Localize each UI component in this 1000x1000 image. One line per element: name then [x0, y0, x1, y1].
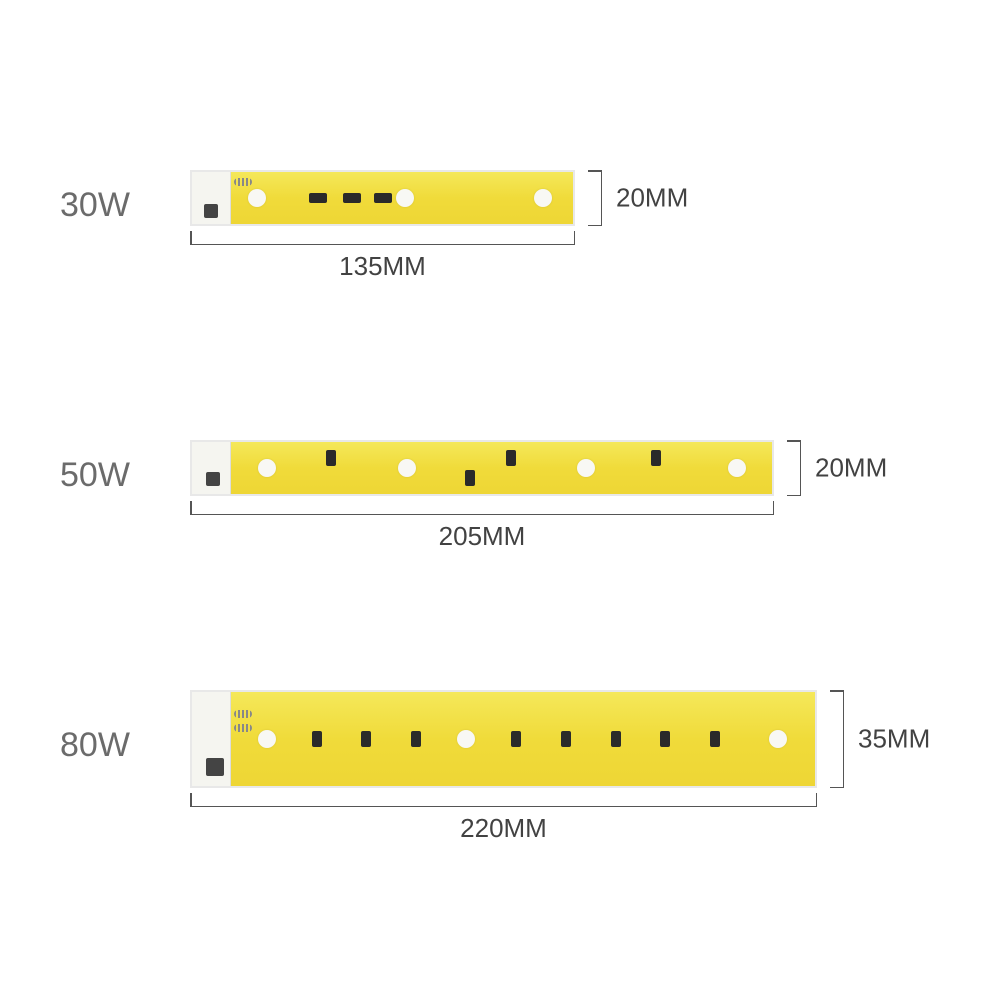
dimension-length-label: 205MM — [439, 521, 526, 552]
led-strip-80w — [190, 690, 817, 788]
dimension-length-50w: 205MM — [190, 514, 774, 515]
mount-hole — [577, 459, 595, 477]
dimension-length-30w: 135MM — [190, 244, 575, 245]
mount-hole — [396, 189, 414, 207]
mount-hole — [398, 459, 416, 477]
smd-chip-icon — [651, 450, 661, 466]
spring-icon — [234, 710, 252, 718]
strip-container-30w: 135MM 20MM — [190, 170, 575, 226]
mount-hole — [457, 730, 475, 748]
spring-icon — [234, 178, 252, 186]
smd-chip-icon — [361, 731, 371, 747]
mount-hole — [258, 459, 276, 477]
mount-hole — [728, 459, 746, 477]
smd-chip-icon — [343, 193, 361, 203]
smd-chip-icon — [710, 731, 720, 747]
dimension-length-label: 220MM — [460, 813, 547, 844]
smd-chip-icon — [611, 731, 621, 747]
dimension-height-label: 20MM — [616, 183, 688, 214]
driver-chip-icon — [206, 472, 220, 486]
driver-chip-icon — [206, 758, 224, 776]
mount-hole — [248, 189, 266, 207]
smd-chip-icon — [312, 731, 322, 747]
smd-chip-icon — [561, 731, 571, 747]
dimension-height-80w: 35MM — [843, 690, 844, 788]
dimension-height-30w: 20MM — [601, 170, 602, 226]
dimension-length-label: 135MM — [339, 251, 426, 282]
wattage-label-30w: 30W — [60, 186, 130, 225]
strip-container-50w: 205MM 20MM — [190, 440, 774, 496]
led-strip-30w — [190, 170, 575, 226]
mount-hole — [769, 730, 787, 748]
dimension-length-80w: 220MM — [190, 806, 817, 807]
spring-icon — [234, 724, 252, 732]
smd-chip-icon — [506, 450, 516, 466]
smd-chip-icon — [411, 731, 421, 747]
smd-chip-icon — [465, 470, 475, 486]
smd-chip-icon — [326, 450, 336, 466]
wattage-label-50w: 50W — [60, 456, 130, 495]
smd-chip-icon — [511, 731, 521, 747]
dimension-height-label: 20MM — [815, 453, 887, 484]
driver-chip-icon — [204, 204, 218, 218]
smd-chip-icon — [374, 193, 392, 203]
dimension-height-label: 35MM — [858, 724, 930, 755]
wattage-label-80w: 80W — [60, 726, 130, 765]
smd-chip-icon — [660, 731, 670, 747]
mount-hole — [258, 730, 276, 748]
dimension-height-50w: 20MM — [800, 440, 801, 496]
smd-chip-icon — [309, 193, 327, 203]
strip-container-80w: 220MM 35MM — [190, 690, 817, 788]
mount-hole — [534, 189, 552, 207]
led-strip-50w — [190, 440, 774, 496]
